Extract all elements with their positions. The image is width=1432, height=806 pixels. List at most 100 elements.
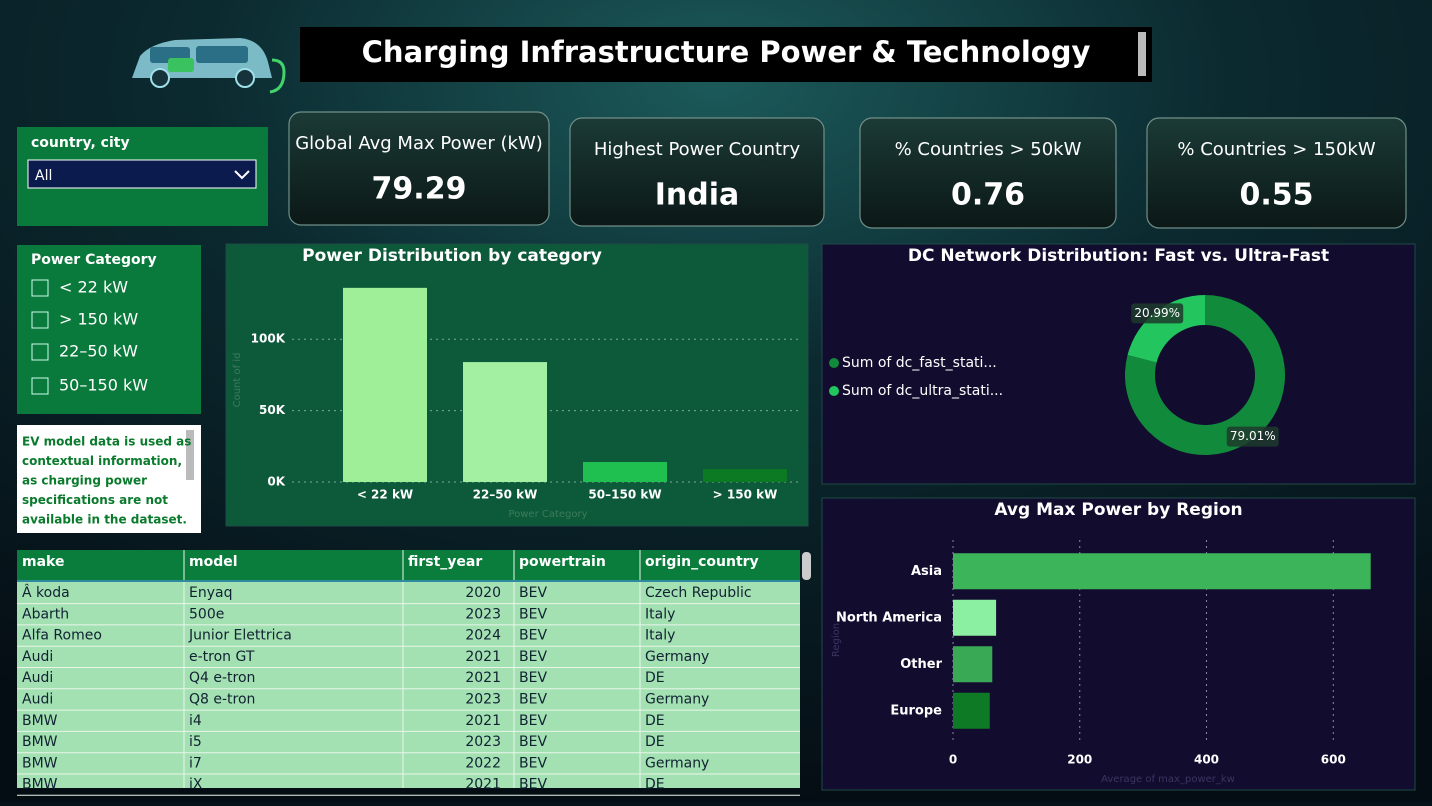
table-cell: iX: [189, 777, 203, 793]
checkbox[interactable]: [31, 343, 49, 361]
table-scroll: [802, 552, 811, 580]
table-header-cell: make: [22, 554, 64, 570]
table-cell: BEV: [519, 777, 547, 793]
table-cell: Alfa Romeo: [22, 628, 102, 644]
kpi-value: 79.29: [372, 172, 467, 207]
table-cell: e-tron GT: [189, 649, 255, 665]
table-cell: DE: [645, 713, 665, 729]
checkbox[interactable]: [31, 377, 49, 395]
table-cell: 2021: [465, 777, 501, 793]
table-cell: Italy: [645, 606, 675, 622]
header-title: Charging Infrastructure Power & Technolo…: [362, 35, 1091, 69]
table-cell: 2021: [465, 649, 501, 665]
kpi-card: [859, 117, 1117, 229]
x-tick-label: < 22 kW: [357, 488, 413, 502]
y-tick-label: Asia: [911, 564, 942, 579]
table-bg: [17, 550, 800, 788]
table-cell: Junior Elettrica: [188, 628, 292, 644]
y-tick-label: 0K: [267, 475, 285, 489]
table-header: [17, 550, 800, 581]
note-line: EV model data is used as: [22, 435, 191, 449]
table-cell: Italy: [645, 628, 675, 644]
kpi-card: [569, 117, 825, 227]
table-cell: BEV: [519, 585, 547, 601]
table-cell: Â koda: [22, 583, 70, 601]
table-cell: BEV: [519, 755, 547, 771]
x-tick-label: 22–50 kW: [473, 488, 538, 502]
bar: [703, 469, 787, 482]
data-label-bg: [1131, 303, 1184, 324]
table-cell: DE: [645, 777, 665, 793]
kpi-title: Global Avg Max Power (kW): [295, 133, 543, 154]
table-cell: BEV: [519, 606, 547, 622]
kpi-value: 0.55: [1239, 178, 1313, 213]
slicer-title: country, city: [31, 135, 130, 151]
table-cell: 2022: [465, 755, 501, 771]
bar: [953, 599, 997, 636]
table-cell: Enyaq: [189, 585, 232, 601]
x-axis-title: Average of max_power_kw: [1101, 774, 1235, 785]
y-axis-title: Count of id: [232, 353, 243, 408]
slicer-option: < 22 kW: [59, 278, 128, 297]
kpi-value: 0.76: [951, 178, 1025, 213]
table-cell: BMW: [22, 713, 58, 729]
legend-dot: [829, 386, 839, 396]
header-scroll: [1138, 32, 1146, 76]
table-cell: BMW: [22, 755, 58, 771]
dropdown[interactable]: [27, 159, 257, 189]
legend-dot: [829, 358, 839, 368]
table-cell: BEV: [519, 628, 547, 644]
x-tick-label: > 150 kW: [713, 488, 778, 502]
donut-slice: [1127, 295, 1205, 363]
table-cell: BMW: [22, 777, 58, 793]
bar: [953, 646, 993, 683]
kpi-title: % Countries > 150kW: [1177, 139, 1375, 160]
note-line: available in the dataset.: [22, 513, 187, 527]
chart-title: DC Network Distribution: Fast vs. Ultra-…: [908, 246, 1329, 266]
slicer-option: > 150 kW: [59, 310, 138, 329]
table-cell: Audi: [22, 649, 53, 665]
bar: [953, 553, 1371, 590]
note-line: contextual information,: [22, 454, 182, 468]
table-cell: BEV: [519, 670, 547, 686]
table-cell: i4: [189, 713, 202, 729]
table-cell: 2020: [465, 585, 501, 601]
kpi-card: [288, 111, 550, 226]
dropdown-arrow: [234, 170, 250, 180]
table-cell: Germany: [645, 755, 709, 771]
chart-title: Avg Max Power by Region: [994, 500, 1242, 520]
table-cell: BEV: [519, 692, 547, 708]
x-tick-label: 400: [1194, 753, 1219, 767]
x-tick-label: 0: [949, 753, 957, 767]
table-header-cell: origin_country: [645, 554, 759, 570]
x-tick-label: 600: [1321, 753, 1346, 767]
table-cell: Audi: [22, 670, 53, 686]
table-cell: DE: [645, 734, 665, 750]
y-tick-label: 50K: [259, 403, 286, 417]
table-cell: Q4 e-tron: [189, 670, 255, 686]
donut-slice: [1125, 295, 1285, 455]
bar: [953, 692, 990, 729]
header-bar: [300, 27, 1152, 82]
table-cell: i7: [189, 755, 202, 771]
table-cell: Audi: [22, 692, 53, 708]
table-cell: Abarth: [22, 606, 69, 622]
chart-title: Power Distribution by category: [302, 246, 602, 266]
slicer-option: 50–150 kW: [59, 376, 148, 395]
checkbox[interactable]: [31, 279, 49, 297]
note-line: specifications are not: [22, 493, 168, 507]
kpi-title: % Countries > 50kW: [895, 139, 1082, 160]
table-cell: BEV: [519, 734, 547, 750]
y-tick-label: 100K: [251, 332, 286, 346]
table-header-cell: powertrain: [519, 554, 606, 570]
legend-label: Sum of dc_fast_stati...: [842, 355, 997, 371]
y-tick-label: North America: [836, 610, 942, 625]
x-axis-title: Power Category: [508, 509, 587, 520]
kpi-value: India: [655, 178, 740, 213]
checkbox[interactable]: [31, 311, 49, 329]
table-cell: Q8 e-tron: [189, 692, 255, 708]
note-scroll: [186, 430, 194, 480]
table-cell: 2024: [465, 628, 501, 644]
note-panel: [17, 425, 201, 533]
chart-panel: [821, 497, 1416, 791]
